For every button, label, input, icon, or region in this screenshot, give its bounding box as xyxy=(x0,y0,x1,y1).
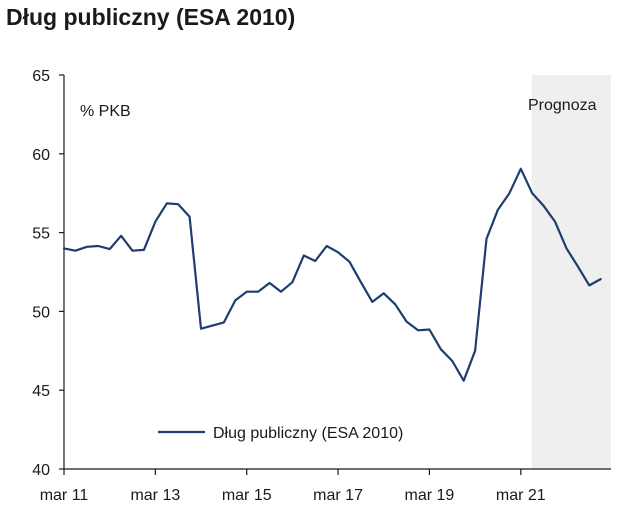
x-axis-tick-labels: mar 11 mar 13 mar 15 mar 17 mar 19 mar 21 xyxy=(40,487,546,504)
y-tick-label-50: 50 xyxy=(32,304,50,321)
forecast-shade xyxy=(531,75,611,469)
x-tick-label-mar-19: mar 19 xyxy=(405,487,455,504)
chart-title: Dług publiczny (ESA 2010) xyxy=(6,4,296,30)
axes xyxy=(59,74,611,475)
x-tick-label-mar-21: mar 21 xyxy=(496,487,546,504)
x-tick-label-mar-13: mar 13 xyxy=(130,487,180,504)
y-tick-label-40: 40 xyxy=(32,462,50,479)
legend: Dług publiczny (ESA 2010) xyxy=(158,425,403,442)
x-tick-label-mar-11: mar 11 xyxy=(40,487,89,504)
legend-label: Dług publiczny (ESA 2010) xyxy=(213,425,403,442)
y-tick-label-60: 60 xyxy=(32,147,50,164)
unit-label: % PKB xyxy=(80,103,131,120)
y-tick-label-65: 65 xyxy=(32,68,50,85)
y-tick-label-55: 55 xyxy=(32,226,50,243)
x-tick-label-mar-17: mar 17 xyxy=(313,487,363,504)
forecast-label: Prognoza xyxy=(528,97,597,114)
series-line-dlug-publiczny xyxy=(62,167,602,382)
y-tick-label-45: 45 xyxy=(32,383,50,400)
y-axis-tick-labels: 40 45 50 55 60 65 xyxy=(32,68,50,479)
x-tick-label-mar-15: mar 15 xyxy=(222,487,272,504)
